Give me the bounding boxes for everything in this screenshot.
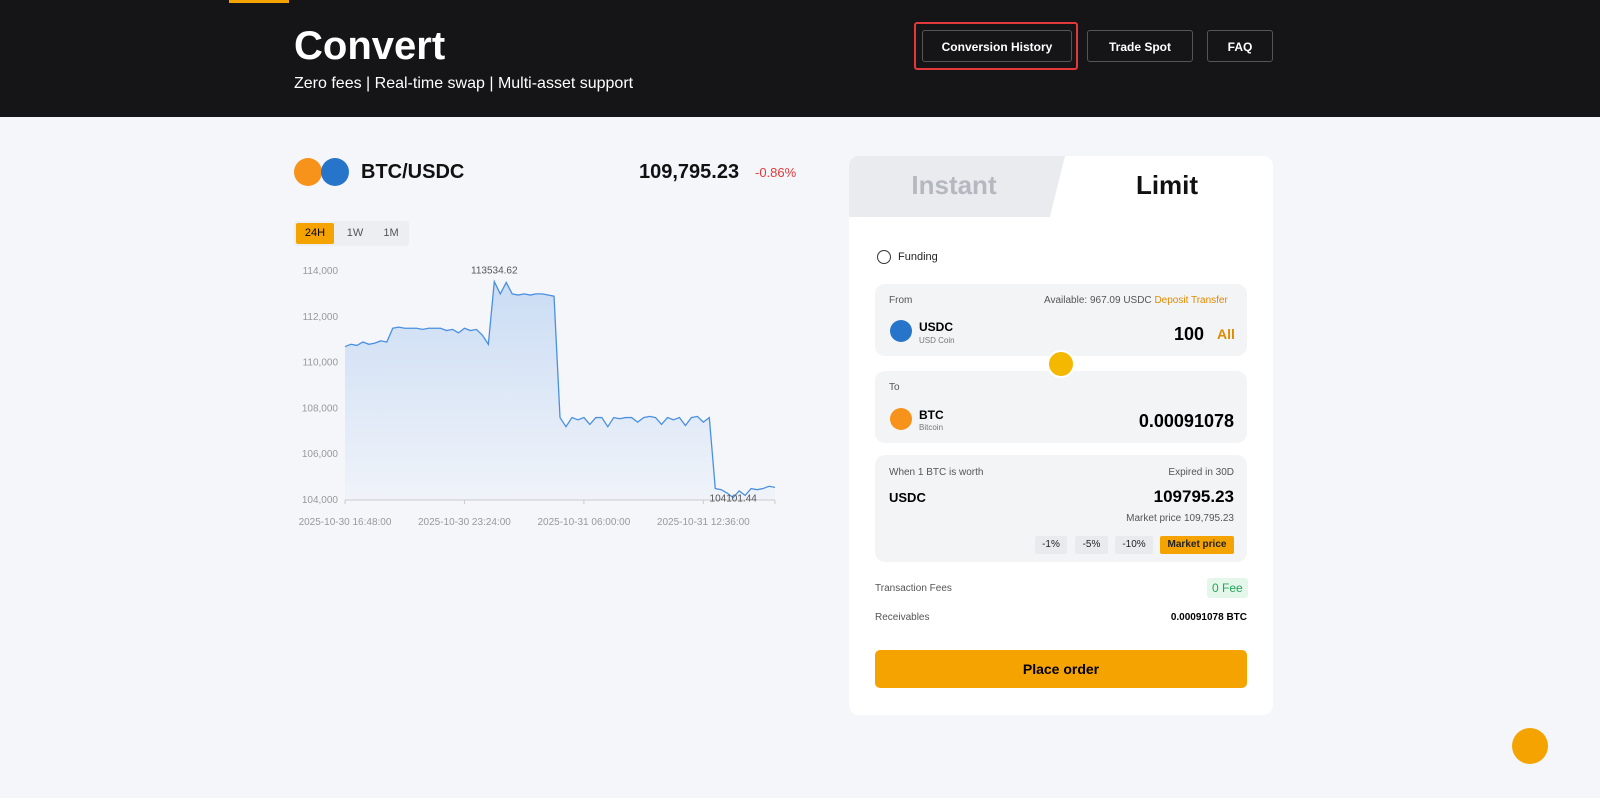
value-label: 104101.44 [710,494,758,505]
y-tick-label: 106,000 [302,449,339,460]
conversion-history-button[interactable]: Conversion History [922,30,1072,62]
fees-value: 0 Fee [1207,578,1248,598]
tab-bg [849,156,1065,217]
preset-button[interactable]: -1% [1035,536,1067,554]
pair-name: BTC/USDC [361,161,465,183]
range-button[interactable]: 1W [346,227,364,239]
rate-asset: USDC [889,490,926,505]
fees-label: Transaction Fees [875,583,952,594]
area [345,281,775,500]
receivables-value: 0.00091078 BTC [1170,612,1247,623]
support-button[interactable] [1512,728,1548,764]
from-box [875,284,1247,356]
btc-icon [294,158,322,186]
pair-price: 109,795.23 [639,161,740,183]
x-tick-label: 2025-10-30 16:48:00 [299,517,392,528]
y-tick-label: 110,000 [303,358,339,369]
to-box [875,371,1247,443]
price-chart: 104,000 106,000 108,000 110,000 112,000 114,0… [299,266,776,528]
highlight [914,22,1078,70]
y-tick-label: 112,000 [303,312,339,323]
funding-label: Funding [898,251,938,263]
swap-button[interactable] [1047,350,1075,378]
from-asset[interactable]: USDC [919,320,954,334]
from-label: From [889,295,913,306]
to-amount: 0.00091078 [1138,411,1234,431]
value-label: 113534.62 [471,266,518,277]
price-line [344,279,776,499]
usdc-icon [890,320,912,342]
subtitle: Zero fees | Real-time swap | Multi-asset… [294,75,634,92]
all-button[interactable]: All [1217,326,1235,342]
preset-button[interactable]: Market price [1160,536,1234,554]
preset-button[interactable]: -5% [1075,536,1108,554]
expiry: Expired in 30D [1168,467,1234,478]
nav-indicator [229,0,289,3]
deposit-link[interactable]: Deposit [1154,295,1189,306]
btc-icon [890,408,912,430]
receivables-label: Receivables [875,612,930,623]
pair-change: -0.86% [755,165,797,180]
tab[interactable]: Instant [911,170,997,200]
page-title: Convert [294,24,446,68]
y-tick-label: 108,000 [302,403,339,414]
available-text: Available: 967.09 USDC [1044,295,1152,306]
usdc-icon [321,158,349,186]
y-tick-label: 104,000 [302,495,339,506]
to-asset-name: Bitcoin [919,423,944,432]
from-asset-name: USD Coin [919,336,955,345]
place-order-button[interactable]: Place order [875,650,1247,688]
available: Available: 967.09 USDC Deposit Transfer [1044,295,1228,306]
market-price: Market price 109,795.23 [1126,513,1234,524]
transfer-link[interactable]: Transfer [1190,295,1228,306]
range-button[interactable]: 24H [296,223,334,244]
preset-button[interactable]: -10% [1115,536,1153,554]
header [0,0,1600,117]
to-label: To [889,382,900,393]
x-tick-label: 2025-10-31 06:00:00 [537,517,630,528]
from-amount[interactable]: 100 [1174,324,1205,344]
x-tick-label: 2025-10-31 12:36:00 [657,517,750,528]
to-asset[interactable]: BTC [919,408,944,422]
rate-label: When 1 BTC is worth [889,467,984,478]
rate-price[interactable]: 109795.23 [1153,487,1234,506]
funding-icon [877,250,891,264]
y-tick-label: 114,000 [303,266,339,277]
tab[interactable]: Limit [1135,170,1199,200]
trade-spot-button[interactable]: Trade Spot [1087,30,1193,62]
faq-button[interactable]: FAQ [1207,30,1273,62]
range-button[interactable]: 1M [383,227,399,239]
x-tick-label: 2025-10-30 23:24:00 [418,517,511,528]
